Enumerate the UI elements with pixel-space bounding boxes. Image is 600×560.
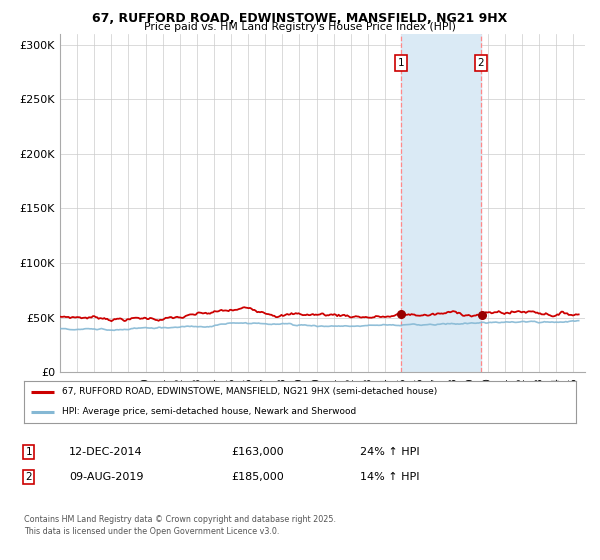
Text: Price paid vs. HM Land Registry's House Price Index (HPI): Price paid vs. HM Land Registry's House … (144, 22, 456, 32)
Text: 2: 2 (478, 58, 484, 68)
Text: 24% ↑ HPI: 24% ↑ HPI (360, 447, 419, 457)
Text: 67, RUFFORD ROAD, EDWINSTOWE, MANSFIELD, NG21 9HX: 67, RUFFORD ROAD, EDWINSTOWE, MANSFIELD,… (92, 12, 508, 25)
Text: HPI: Average price, semi-detached house, Newark and Sherwood: HPI: Average price, semi-detached house,… (62, 407, 356, 417)
Text: This data is licensed under the Open Government Licence v3.0.: This data is licensed under the Open Gov… (24, 528, 280, 536)
Text: Contains HM Land Registry data © Crown copyright and database right 2025.: Contains HM Land Registry data © Crown c… (24, 515, 336, 524)
Text: 67, RUFFORD ROAD, EDWINSTOWE, MANSFIELD, NG21 9HX (semi-detached house): 67, RUFFORD ROAD, EDWINSTOWE, MANSFIELD,… (62, 387, 437, 396)
Bar (401, 34, 481, 372)
Text: 1: 1 (398, 58, 404, 68)
Text: 1: 1 (25, 447, 32, 457)
Text: £185,000: £185,000 (231, 472, 284, 482)
Text: £163,000: £163,000 (231, 447, 284, 457)
Text: 14% ↑ HPI: 14% ↑ HPI (360, 472, 419, 482)
Text: 09-AUG-2019: 09-AUG-2019 (69, 472, 143, 482)
Text: 2: 2 (25, 472, 32, 482)
Text: 12-DEC-2014: 12-DEC-2014 (69, 447, 143, 457)
